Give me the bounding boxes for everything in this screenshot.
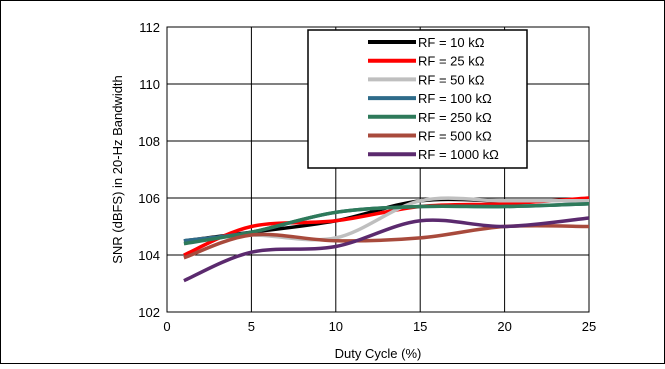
y-axis-label: SNR (dBFS) in 20-Hz Bandwidth — [110, 75, 125, 264]
tick-labels: 0 5 10 15 20 25 102 104 106 108 110 112 — [138, 20, 596, 334]
x-tick-label: 0 — [163, 319, 170, 334]
x-tick-label: 20 — [497, 319, 511, 334]
x-tick-label: 10 — [329, 319, 343, 334]
legend-label: RF = 50 kΩ — [418, 72, 485, 87]
y-tick-label: 110 — [139, 77, 160, 92]
x-axis-label: Duty Cycle (%) — [335, 346, 422, 361]
y-tick-label: 108 — [138, 134, 160, 149]
series-line-2 — [183, 196, 590, 257]
legend-label: RF = 100 kΩ — [418, 91, 492, 106]
y-tick-label: 106 — [138, 191, 160, 206]
x-tick-label: 25 — [582, 319, 596, 334]
y-tick-label: 112 — [139, 20, 160, 35]
x-tick-label: 5 — [248, 319, 255, 334]
legend-label: RF = 10 kΩ — [418, 35, 485, 50]
legend-label: RF = 25 kΩ — [418, 54, 485, 69]
series-line-5 — [183, 201, 590, 246]
y-tick-label: 104 — [138, 248, 160, 263]
legend-label: RF = 500 kΩ — [418, 129, 492, 144]
series-lines — [183, 196, 590, 283]
x-tick-label: 15 — [413, 319, 427, 334]
plot-area — [166, 26, 590, 313]
legend: RF = 10 kΩ RF = 25 kΩ RF = 50 kΩ RF = 100 k… — [307, 29, 528, 169]
y-tick-label: 102 — [138, 305, 160, 320]
legend-label: RF = 250 kΩ — [418, 110, 492, 125]
legend-box — [307, 29, 528, 169]
legend-label: RF = 1000 kΩ — [418, 147, 499, 162]
series-line-7 — [183, 216, 590, 283]
